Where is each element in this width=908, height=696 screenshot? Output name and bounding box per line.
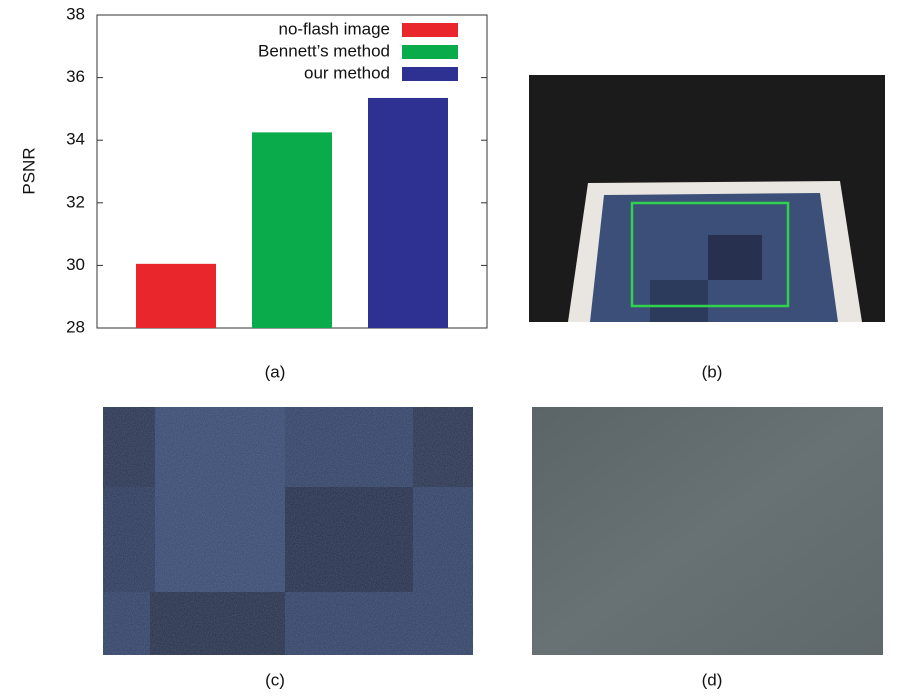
photo-c [103, 407, 473, 655]
bar [136, 264, 216, 328]
y-tick-label: 34 [66, 130, 85, 149]
figure: PSNR 28 30 32 34 36 38 no-flash image Bennett’s… [0, 0, 908, 696]
photo-d [532, 407, 883, 655]
panel-caption: (c) [265, 670, 285, 689]
page: PSNR 28 30 32 34 36 38 no-flash image Bennett’s… [0, 0, 908, 696]
bar [252, 132, 332, 328]
y-tick-label: 38 [66, 4, 85, 23]
legend-swatch [402, 67, 458, 81]
legend-swatch [402, 45, 458, 59]
panel-caption: (a) [265, 362, 286, 381]
legend-swatch [402, 23, 458, 37]
legend-label: no-flash image [278, 19, 390, 38]
y-tick-label: 32 [66, 192, 85, 211]
y-tick-label: 36 [66, 67, 85, 86]
y-axis-label: PSNR [19, 147, 38, 194]
panel-caption: (b) [702, 362, 723, 381]
y-tick-label: 30 [66, 255, 85, 274]
bar [368, 98, 448, 328]
legend-label: Bennett’s method [258, 41, 390, 60]
y-tick-label: 28 [66, 317, 85, 336]
photo-b [529, 75, 885, 322]
legend-label: our method [304, 63, 390, 82]
panel-caption: (d) [702, 670, 723, 689]
